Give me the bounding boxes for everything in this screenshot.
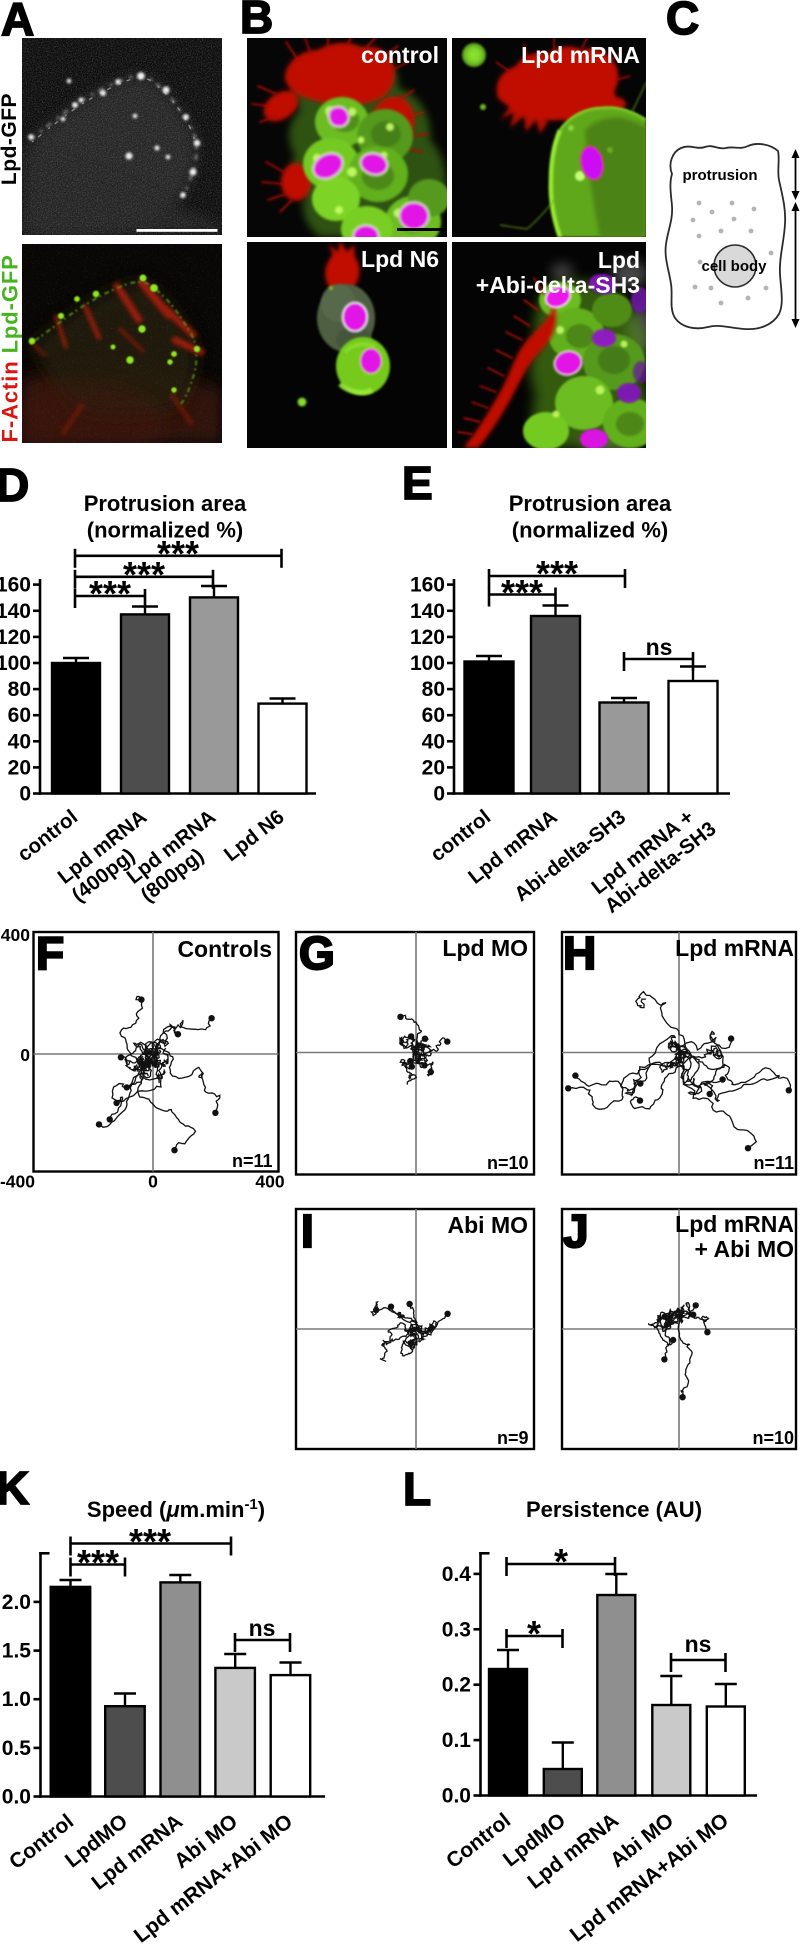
svg-text:40: 40 — [422, 730, 445, 753]
svg-text:*: * — [527, 1613, 541, 1654]
svg-text:***: *** — [123, 554, 165, 595]
svg-text:80: 80 — [8, 678, 31, 701]
svg-text:20: 20 — [8, 756, 31, 779]
svg-text:control: control — [361, 42, 439, 68]
svg-text:(normalized %): (normalized %) — [87, 518, 243, 543]
svg-text:2.0: 2.0 — [2, 1591, 31, 1614]
svg-text:cell body: cell body — [701, 258, 767, 275]
svg-text:0.2: 0.2 — [442, 1674, 471, 1697]
svg-text:***: *** — [129, 1521, 171, 1562]
svg-text:1.5: 1.5 — [2, 1640, 32, 1663]
svg-text:ns: ns — [249, 1615, 276, 1641]
svg-text:Lpd N6: Lpd N6 — [361, 246, 439, 272]
svg-text:0.0: 0.0 — [442, 1785, 471, 1808]
svg-text:Protrusion area: Protrusion area — [84, 491, 247, 516]
svg-text:0: 0 — [148, 1172, 158, 1192]
svg-text:160: 160 — [0, 574, 31, 597]
svg-text:F: F — [36, 927, 64, 979]
svg-text:160: 160 — [410, 574, 445, 597]
svg-text:ns: ns — [685, 1631, 712, 1657]
svg-text:80: 80 — [422, 678, 445, 701]
svg-text:n=9: n=9 — [497, 1428, 529, 1448]
svg-text:0.0: 0.0 — [2, 1786, 31, 1809]
svg-text:Lpd MO: Lpd MO — [442, 935, 528, 961]
svg-text:Lpd: Lpd — [598, 247, 640, 273]
svg-text:Controls: Controls — [177, 936, 272, 962]
svg-text:***: *** — [77, 1542, 119, 1583]
svg-text:0: 0 — [19, 783, 31, 806]
svg-text:ns: ns — [646, 634, 673, 660]
svg-text:0: 0 — [433, 783, 445, 806]
svg-text:***: *** — [89, 573, 131, 614]
svg-text:Lpd mRNA: Lpd mRNA — [675, 935, 794, 961]
svg-text:140: 140 — [410, 600, 445, 623]
svg-text:100: 100 — [0, 652, 31, 675]
svg-text:n=11: n=11 — [232, 1151, 273, 1171]
svg-text:0: 0 — [20, 1045, 30, 1065]
svg-text:Control: Control — [442, 1809, 515, 1873]
svg-text:0.4: 0.4 — [442, 1563, 472, 1586]
svg-text:140: 140 — [0, 600, 31, 623]
svg-text:+ Abi MO: + Abi MO — [695, 1236, 794, 1262]
svg-text:H: H — [563, 927, 596, 979]
svg-text:0.1: 0.1 — [442, 1729, 472, 1752]
svg-text:Lpd N6: Lpd N6 — [220, 805, 289, 866]
svg-text:1.0: 1.0 — [2, 1688, 31, 1711]
svg-text:Abi MO: Abi MO — [448, 1212, 529, 1238]
svg-text:G: G — [299, 927, 335, 979]
svg-text:Persistence (AU): Persistence (AU) — [526, 1497, 702, 1522]
svg-text:100: 100 — [410, 652, 445, 675]
svg-text:***: *** — [501, 572, 543, 613]
svg-text:400: 400 — [1, 925, 30, 945]
svg-text:Protrusion area: Protrusion area — [509, 491, 672, 516]
svg-text:n=10: n=10 — [487, 1153, 529, 1173]
svg-text:I: I — [301, 1205, 314, 1257]
svg-text:60: 60 — [8, 704, 31, 727]
svg-text:Lpd mRNA: Lpd mRNA — [521, 42, 640, 68]
svg-text:protrusion: protrusion — [683, 167, 758, 184]
svg-text:120: 120 — [410, 626, 445, 649]
svg-text:+Abi-delta-SH3: +Abi-delta-SH3 — [476, 272, 640, 298]
svg-text:***: *** — [157, 533, 199, 574]
svg-text:400: 400 — [255, 1172, 284, 1192]
svg-text:120: 120 — [0, 626, 31, 649]
svg-text:J: J — [563, 1205, 589, 1257]
svg-text:Control: Control — [5, 1810, 78, 1874]
svg-text:40: 40 — [8, 730, 31, 753]
svg-text:-400: -400 — [0, 1172, 35, 1192]
svg-text:(normalized %): (normalized %) — [512, 518, 668, 543]
svg-text:Speed (μm.min-1): Speed (μm.min-1) — [87, 1496, 265, 1522]
svg-text:0.5: 0.5 — [2, 1737, 32, 1760]
svg-text:*: * — [554, 1541, 568, 1582]
svg-text:60: 60 — [422, 704, 445, 727]
svg-text:20: 20 — [422, 756, 445, 779]
svg-text:n=11: n=11 — [753, 1153, 794, 1173]
svg-text:n=10: n=10 — [752, 1428, 794, 1448]
svg-text:0.3: 0.3 — [442, 1618, 471, 1641]
svg-text:***: *** — [536, 553, 578, 594]
svg-text:Lpd mRNA: Lpd mRNA — [675, 1211, 794, 1237]
